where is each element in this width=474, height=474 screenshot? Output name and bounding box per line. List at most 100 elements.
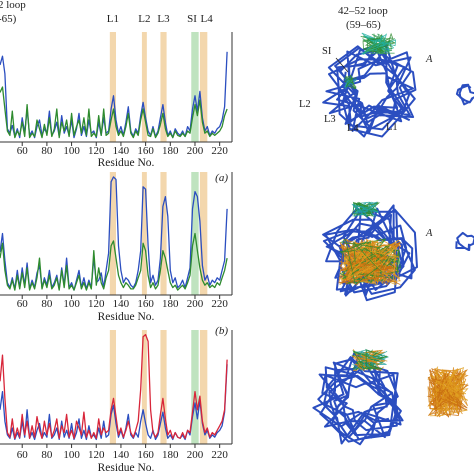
highlight-band-l4 [199,32,208,142]
x-tick-label: 60 [17,145,29,157]
chart-panel-a: L1 L2 L3 SI L4 60 80 100 120 140 160 180 200 220 Resid… [0,13,233,184]
loop-ensemble [361,32,390,53]
x-tick-label: 80 [41,298,53,310]
x-tick-label: 60 [17,298,29,310]
top-right-loop-label-line1: 42–52 loop [338,5,388,17]
highlight-band-l3 [160,32,167,142]
band-label-l2: L2 [138,13,150,25]
x-axis-label: Residue No. [98,157,155,169]
highlight-band-l4 [199,172,208,295]
loop-ensemble [429,388,464,408]
highlight-band-l4 [199,330,208,444]
loop-ensemble [339,239,377,279]
x-tick-label: 220 [211,145,228,157]
highlight-band-l1 [109,330,116,444]
highlight-band-l1 [109,172,116,295]
loop-ensemble [340,241,400,273]
x-tick-label: 100 [63,298,80,310]
top-right-loop-label-line2: (59–65) [346,19,381,31]
loop-ensemble [433,370,468,412]
structure-a-label-l1: L1 [386,122,398,133]
structure-a-label-si: SI [322,46,332,57]
series-line-2 [0,333,228,439]
x-tick-label: 80 [41,145,53,157]
top-left-loop-label-line1: 2 loop [0,0,26,11]
protein-structure-c [312,348,469,446]
backbone-trace [322,41,417,138]
loop-ensemble [352,349,383,369]
x-axis-label: Residue No. [98,311,155,323]
x-tick-label: 140 [113,298,130,310]
loop-ensemble [430,367,465,414]
loop-ensemble [340,238,384,285]
x-tick-label: 140 [113,145,130,157]
x-tick-label: 180 [162,449,179,461]
band-label-l4: L4 [200,13,213,25]
highlight-band-si [191,32,199,142]
loop-ensemble [357,201,381,216]
x-tick-label: 160 [137,298,154,310]
loop-ensemble [361,33,397,55]
loop-ensemble [352,201,373,212]
x-tick-label: 200 [187,145,204,157]
x-tick-label: 120 [88,449,105,461]
x-tick-label: 160 [137,145,154,157]
backbone-trace [455,83,474,106]
structure-a-chain-label: A [425,54,433,65]
x-tick-label: 200 [187,449,204,461]
loop-ensemble [340,255,392,272]
loop-ensemble [346,78,358,87]
highlight-band-l1 [109,32,116,142]
backbone-trace [455,231,474,251]
x-tick-label: 180 [162,298,179,310]
x-tick-label: 140 [113,449,130,461]
top-left-loop-label-line2: -65) [0,13,17,25]
loop-ensemble [342,244,395,279]
series-line-1 [0,364,228,441]
highlight-band-si [191,330,199,444]
protein-structure-b [322,201,474,302]
series-line-2 [0,232,228,291]
loop-ensemble [427,373,451,410]
structure-a-label-l2: L2 [299,99,311,110]
x-tick-label: 220 [211,298,228,310]
loop-ensemble [429,373,466,414]
series-line-2 [0,86,228,139]
x-tick-label: 180 [162,145,179,157]
structure-a-si-pointer [335,57,349,73]
loop-ensemble [359,201,379,218]
highlight-band-l2 [141,32,147,142]
loop-ensemble [343,75,357,89]
loop-ensemble [338,252,377,285]
loop-ensemble [427,367,459,418]
x-tick-label: 80 [41,449,53,461]
highlight-band-l3 [160,330,167,444]
panel-label: (b) [215,325,228,337]
x-axis-label: Residue No. [98,462,155,474]
structure-a-label-l4: L4 [347,123,359,134]
loop-ensemble [360,241,401,286]
panel-label: (a) [215,172,228,184]
highlight-band-l2 [141,330,147,444]
loop-ensemble [354,201,371,213]
structure-a-label-l3: L3 [324,114,336,125]
loop-ensemble [369,34,386,52]
band-label-l3: L3 [157,13,170,25]
chart-panel-b: 60 80 100 120 140 160 180 200 220 Residue No. (b) [0,172,233,337]
loop-ensemble [355,351,388,369]
highlight-band-l3 [160,172,167,295]
backbone-trace [322,204,418,302]
band-label-l1: L1 [107,13,119,25]
loop-ensemble [346,74,357,90]
x-tick-label: 100 [63,145,80,157]
x-tick-label: 220 [211,449,228,461]
loop-ensemble [344,75,354,88]
loop-ensemble [354,354,385,365]
band-label-si: SI [187,13,197,25]
highlight-band-l2 [141,172,147,295]
x-tick-label: 120 [88,298,105,310]
loop-ensemble [347,246,400,278]
x-tick-label: 120 [88,145,105,157]
